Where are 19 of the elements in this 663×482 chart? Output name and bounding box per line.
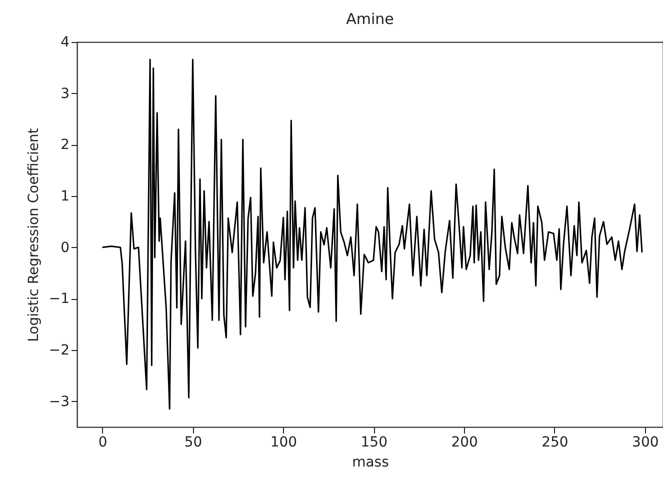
x-tick-label: 0 xyxy=(98,434,108,450)
y-tick-label: −2 xyxy=(48,342,70,358)
y-tick-label: −1 xyxy=(48,291,70,308)
chart-title: Amine xyxy=(346,10,394,28)
x-tick-label: 200 xyxy=(451,434,478,450)
x-tick-label: 50 xyxy=(184,434,202,450)
y-tick-label: 2 xyxy=(60,137,70,154)
y-tick-label: 4 xyxy=(60,34,70,50)
x-axis-title: mass xyxy=(352,454,389,470)
x-tick-label: 300 xyxy=(632,434,659,450)
x-tick-label: 150 xyxy=(360,434,388,450)
y-tick-label: 0 xyxy=(60,240,70,256)
line-series xyxy=(102,58,643,410)
x-tick-label: 250 xyxy=(542,434,568,450)
x-tick-label: 100 xyxy=(270,434,298,450)
y-tick-label: 3 xyxy=(60,86,70,102)
y-tick-label: −3 xyxy=(48,394,70,410)
y-axis-title: Logistic Regression Coefficient xyxy=(26,128,42,342)
y-tick-label: 1 xyxy=(60,188,70,204)
